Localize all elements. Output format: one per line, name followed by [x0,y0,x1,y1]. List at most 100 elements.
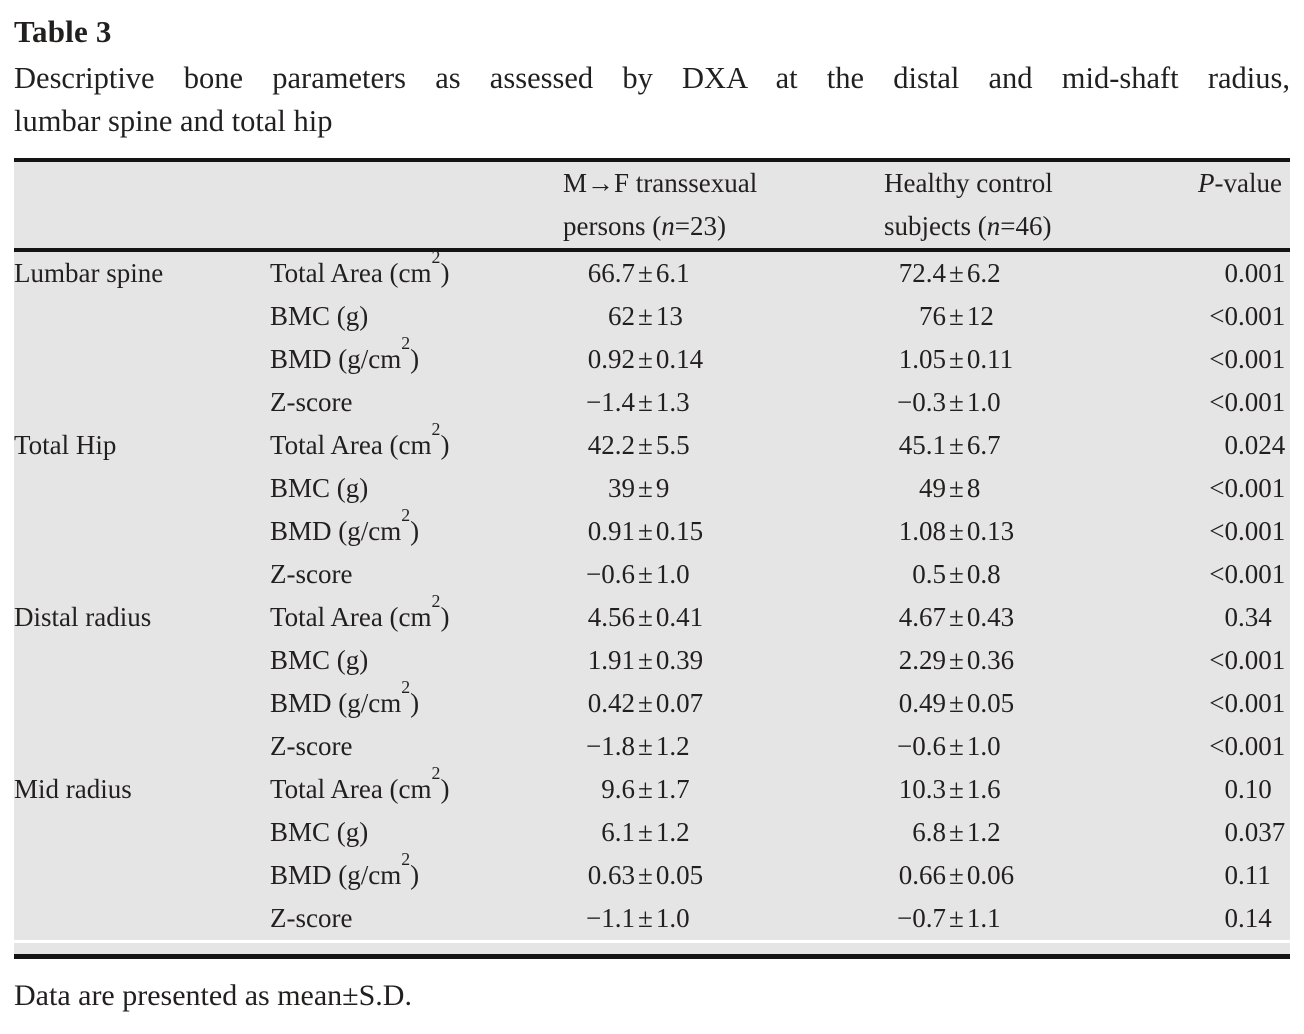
mf-value-cell: 4.56 ±0.41 [563,596,884,639]
mf-value-cell: 0.92 ±0.14 [563,338,884,381]
mf-value-cell: −0.6 ±1.0 [563,553,884,596]
mean-value: 0.66 [898,860,946,890]
mean-value: 1.08 [898,516,946,546]
mean-value: 42.2 [587,430,635,460]
parameter-cell: Total Area (cm2) [270,763,450,804]
table-title: Table 3 [14,14,112,49]
mf-value-cell: −1.1 ±1.0 [563,897,884,942]
control-value-cell: −0.3 ±1.0 [884,381,1179,424]
mean-value: 39 [608,473,635,503]
p-int: <0 [1209,344,1238,374]
group-label-line-2: persons (n=23) [563,211,726,241]
p-frac: .037 [1238,817,1286,847]
sd-value: ±12 [949,301,994,331]
n-symbol: n [986,211,1001,241]
p-frac: .001 [1238,731,1286,761]
control-value-cell: 0.66 ±0.06 [884,854,1179,897]
region-cell: Mid radius [14,774,132,804]
spacer-cell [14,940,1290,957]
mf-value-cell: 0.42 ±0.07 [563,682,884,725]
caption-line-2: lumbar spine and total hip [14,104,333,138]
p-int: 0 [1224,817,1239,847]
sd-value: ±0.05 [949,688,1015,718]
parameter-cell: Total Area (cm2) [270,591,450,632]
sd-value: ±0.05 [638,860,704,890]
region-cell [14,854,270,897]
table-row: Total Hip Total Area (cm2) 42.2 ±5.5 45.1 ±6.… [14,420,1290,467]
p-int: <0 [1209,387,1238,417]
p-value-cell: <0.001 [1179,295,1290,338]
control-value-cell: 76 ±12 [884,295,1179,338]
control-value-cell: 2.29 ±0.36 [884,639,1179,682]
table-row: BMD (g/cm2) 0.92 ±0.14 1.05 ±0.11 <0.001 [14,334,1290,381]
mean-value: 4.67 [898,602,946,632]
p-frac: .11 [1238,860,1271,890]
region-cell [14,510,270,553]
sd-value: ±0.8 [949,559,1001,589]
control-value-cell: −0.7 ±1.1 [884,897,1179,942]
control-value-cell: 72.4 ±6.2 [884,250,1179,295]
sd-value: ±1.3 [638,387,690,417]
p-int: <0 [1209,645,1238,675]
p-int: <0 [1209,731,1238,761]
p-int: <0 [1209,559,1238,589]
mean-value: 1.91 [587,645,635,675]
mean-value: 62 [608,301,635,331]
column-header-transsexual-group: M→F transsexual persons (n=23) [563,160,884,252]
control-value-cell: 1.05 ±0.11 [884,338,1179,381]
mf-value-cell: 42.2 ±5.5 [563,424,884,467]
p-symbol: P [1198,168,1215,198]
control-value-cell: 6.8 ±1.2 [884,811,1179,854]
p-frac: .001 [1238,645,1286,675]
region-cell [14,381,270,424]
region-cell: Distal radius [14,602,152,632]
p-frac: .001 [1238,516,1286,546]
sd-value: ±5.5 [638,430,690,460]
p-value-cell: <0.001 [1179,381,1290,424]
parameter-cell: BMD (g/cm2) [270,677,420,718]
table-row: BMD (g/cm2) 0.42 ±0.07 0.49 ±0.05 <0.001 [14,677,1290,725]
mean-value: 66.7 [587,258,635,288]
table-row: Lumbar spine Total Area (cm2) 66.7 ±6.1 72.4… [14,248,1290,295]
p-frac: .001 [1238,344,1286,374]
mean-value: −0.6 [586,559,635,589]
mf-value-cell: 1.91 ±0.39 [563,639,884,682]
control-value-cell: 10.3 ±1.6 [884,768,1179,811]
footnote: Data are presented as mean±S.D. [14,979,412,1012]
mf-value-cell: 62 ±13 [563,295,884,338]
region-cell [14,295,270,338]
p-frac: .14 [1238,903,1272,933]
table-body: Lumbar spine Total Area (cm2) 66.7 ±6.1 72.4… [14,248,1290,957]
p-frac: .001 [1238,688,1286,718]
mean-value: 0.91 [587,516,635,546]
p-value-cell: <0.001 [1179,639,1290,682]
region-cell [14,467,270,510]
caption-line-1: Descriptive bone parameters as assessed … [14,61,1290,95]
region-cell [14,897,270,942]
data-table: M→F transsexual persons (n=23) Healthy c… [14,158,1290,959]
p-value-cell: 0.10 [1179,768,1290,811]
table-row: BMD (g/cm2) 0.63 ±0.05 0.66 ±0.06 0.11 [14,850,1290,897]
table-header: M→F transsexual persons (n=23) Healthy c… [14,160,1290,252]
sd-value: ±1.0 [949,731,1001,761]
sd-value: ±1.1 [949,903,1001,933]
p-value-cell: <0.001 [1179,682,1290,725]
p-value-cell: 0.037 [1179,811,1290,854]
parameter-cell: BMC (g) [270,473,369,503]
mean-value: 0.5 [912,559,946,589]
region-cell [14,811,270,854]
mean-value: −0.3 [897,387,946,417]
column-header-control-group: Healthy control subjects (n=46) [884,160,1179,252]
sd-value: ±9 [638,473,670,503]
mean-value: −1.8 [586,731,635,761]
mean-value: −1.1 [586,903,635,933]
mf-value-cell: 66.7 ±6.1 [563,250,884,295]
p-value-cell: <0.001 [1179,467,1290,510]
mean-value: 9.6 [601,774,635,804]
sd-value: ±0.06 [949,860,1015,890]
mean-value: 76 [919,301,946,331]
mean-value: 0.49 [898,688,946,718]
sd-value: ±1.2 [638,817,690,847]
p-value-cell: 0.14 [1179,897,1290,942]
